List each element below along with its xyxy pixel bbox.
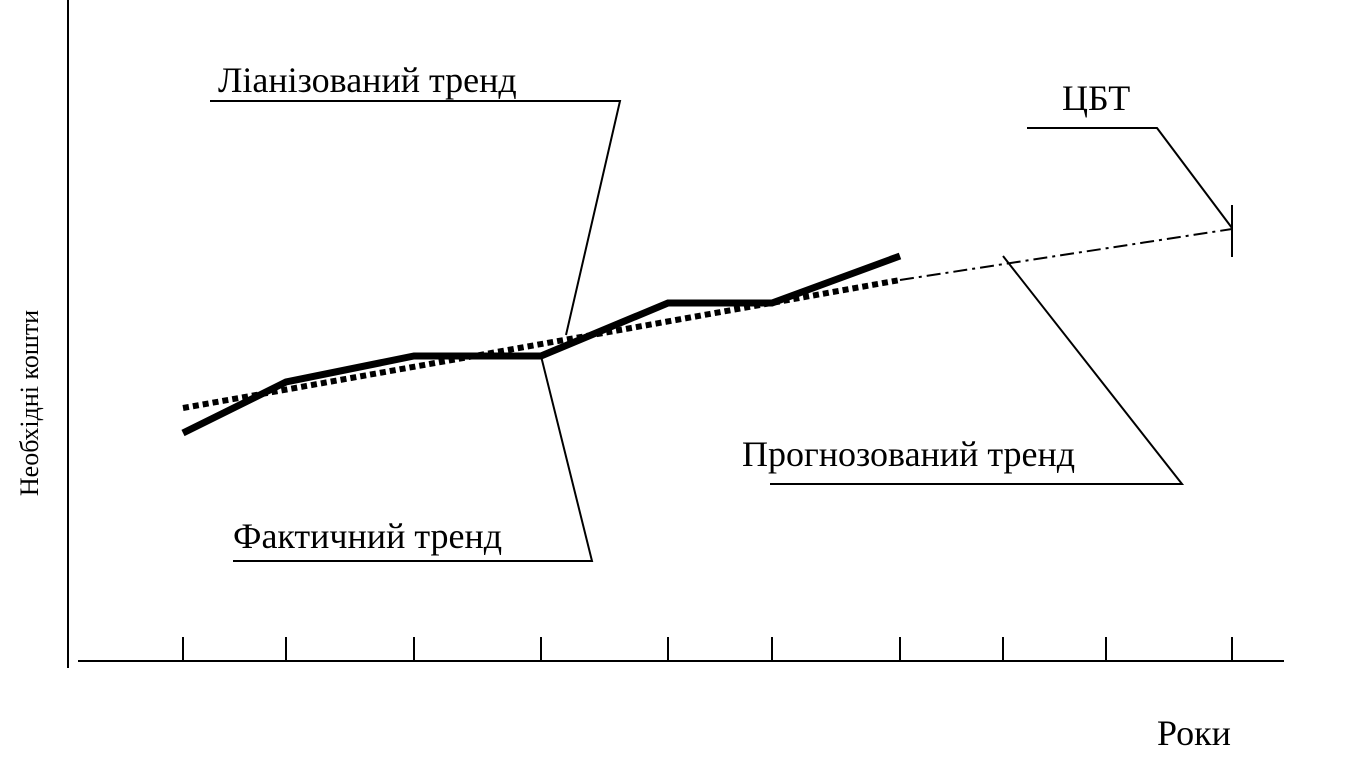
leader-line [770, 255, 1185, 485]
y-axis-label: Необхідні кошти [15, 310, 44, 496]
x-ticks [182, 637, 1233, 661]
label: Прогнозований тренд [742, 434, 1075, 474]
label: ЦБТ [1062, 78, 1130, 118]
label: Фактичний тренд [233, 516, 502, 556]
leader-line [233, 355, 594, 562]
linearized-trend-line [182, 277, 901, 411]
leader-line [210, 100, 622, 336]
label: Ліанізований тренд [218, 60, 517, 100]
x-axis-label: Роки [1157, 713, 1231, 753]
leader-line [1027, 127, 1233, 229]
forecast-trend-line [899, 228, 1233, 281]
